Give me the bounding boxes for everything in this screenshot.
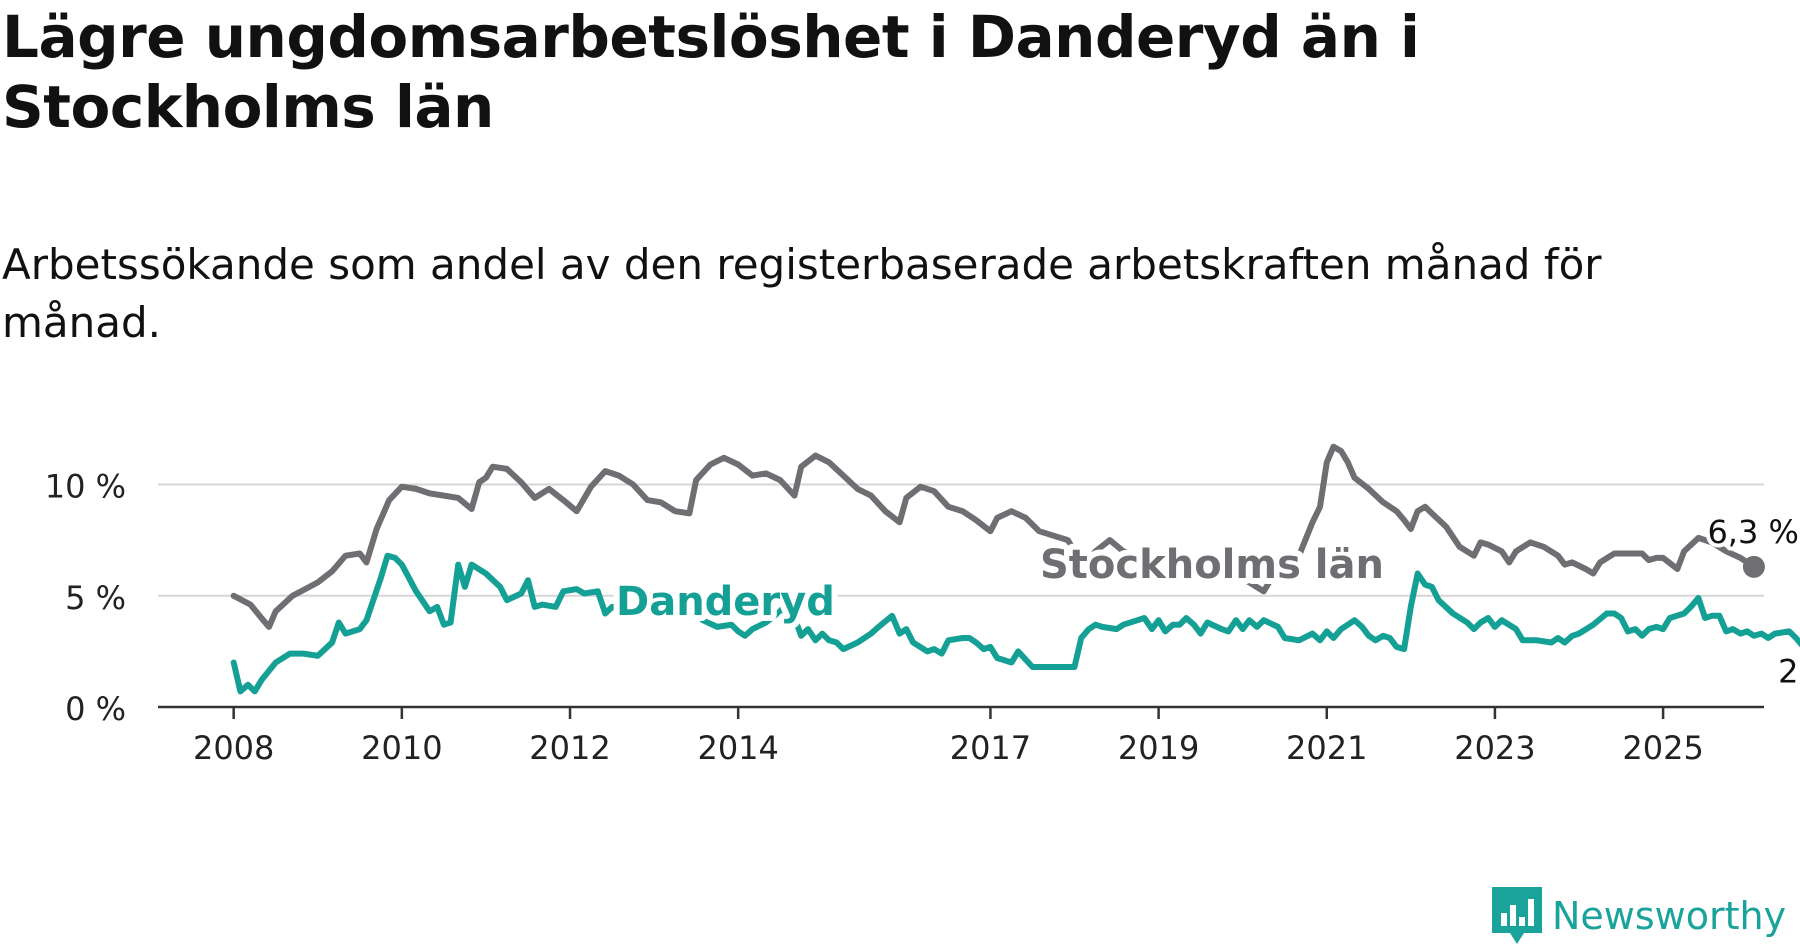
series-line-0: [230, 443, 1757, 630]
brand-logo[interactable]: Newsworthy: [1492, 886, 1786, 946]
series-line-1: [230, 552, 1800, 695]
bar-chart-speech-bubble-icon: [1492, 887, 1542, 944]
y-tick-label: 10 %: [45, 468, 126, 506]
y-tick-label: 0 %: [65, 690, 126, 728]
x-tick-label: 2021: [1286, 729, 1367, 767]
x-tick-label: 2023: [1454, 729, 1535, 767]
x-tick-label: 2012: [529, 729, 610, 767]
series-lines: [230, 443, 1800, 695]
gridlines: [158, 483, 1764, 597]
y-tick-label: 5 %: [65, 579, 126, 617]
series-end-value-label-1: 2,9 %: [1778, 652, 1800, 690]
axes: 0 % 5 % 10 % 2008 2010 2012 2014 2017 2019 2021 20…: [45, 468, 1764, 767]
series-end-point-0: [1742, 555, 1765, 578]
series-name-label-1: Danderyd: [616, 579, 835, 625]
series-name-label-0: Stockholms län: [1040, 542, 1384, 588]
x-tick-label: 2010: [361, 729, 442, 767]
chart-subtitle: Arbetssökande som andel av den registerb…: [2, 240, 1602, 347]
x-tick-label: 2014: [697, 729, 778, 767]
series-end-value-label-0: 6,3 %: [1707, 513, 1798, 551]
chart-title: Lägre ungdomsarbetslöshet i Danderyd än …: [2, 3, 1420, 141]
x-tick-label: 2008: [193, 729, 274, 767]
series-labels: Stockholms län Danderyd 6,3 % 2,9 %: [610, 509, 1800, 695]
x-tick-label: 2017: [950, 729, 1031, 767]
brand-name: Newsworthy: [1552, 894, 1787, 938]
x-tick-label: 2019: [1118, 729, 1199, 767]
x-tick-label: 2025: [1622, 729, 1703, 767]
